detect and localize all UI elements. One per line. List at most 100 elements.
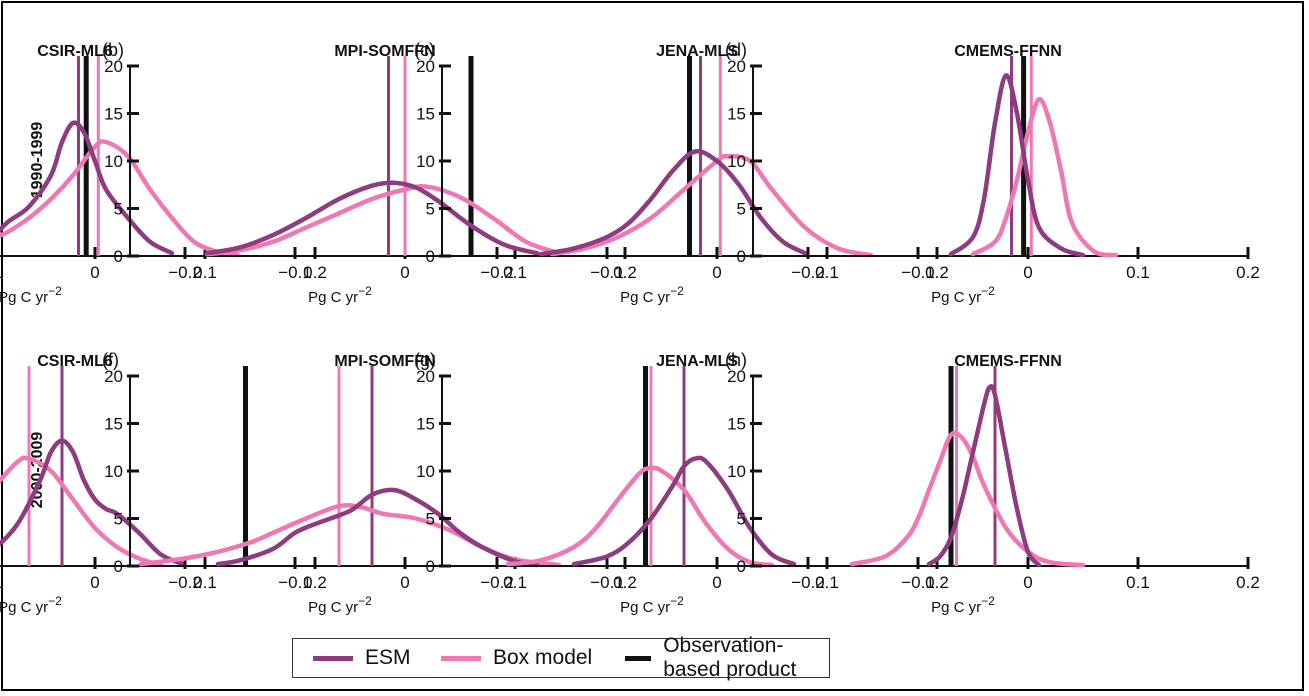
panel-c-xtick-label-2: 0 [712, 263, 721, 282]
panel-h-xtick-label-3: 0.1 [1126, 573, 1150, 592]
panel-g-xtick-label-3: 0.1 [815, 573, 839, 592]
panel-c-xtick-label-3: 0.1 [815, 263, 839, 282]
panel-f-xtick-label-0: −0.2 [168, 573, 202, 592]
panel-h-xtick-label-2: 0 [1023, 573, 1032, 592]
panel-c-curve-box-model [549, 154, 874, 258]
panel-h-curve-box-model [849, 430, 1086, 568]
legend-swatch-box-model [441, 655, 481, 661]
panel-b-title: MPI-SOMFFN [334, 43, 435, 60]
panel-b-xlabel: Pg C yr−2 [308, 284, 372, 306]
panel-b-label: (b) [102, 40, 124, 60]
panel-d-ytick-label-3: 15 [727, 105, 746, 124]
panel-b-ytick-label-1: 5 [114, 200, 123, 219]
panel-b-xtick-label-1: −0.1 [278, 263, 312, 282]
panel-g-ytick-label-2: 10 [416, 462, 435, 481]
panel-f-ytick-label-4: 20 [104, 367, 123, 386]
panel-d-xlabel: Pg C yr−2 [931, 284, 995, 306]
panel-b-ytick-label-4: 20 [104, 57, 123, 76]
panel-c-xlabel: Pg C yr−2 [620, 284, 684, 306]
panel-g-curve-esm [571, 455, 797, 567]
legend-item-esm: ESM [313, 639, 411, 677]
panel-c-ytick-label-1: 5 [426, 200, 435, 219]
panel-b-ytick-label-0: 0 [114, 247, 123, 266]
panel-h-ytick-label-3: 15 [727, 415, 746, 434]
panel-g-ytick-label-3: 15 [416, 415, 435, 434]
panel-e-curve-box-model [0, 455, 164, 568]
panel-h-ytick-label-0: 0 [737, 557, 746, 576]
panel-e-title: CSIR-ML6 [37, 353, 113, 370]
legend-swatch-esm [313, 655, 353, 661]
panel-h-ytick-label-2: 10 [727, 462, 746, 481]
panel-c-ytick-label-4: 20 [416, 57, 435, 76]
panel-e-xtick-label-4: 0.2 [303, 573, 327, 592]
panel-c-xtick-label-1: −0.1 [590, 263, 624, 282]
panel-h-xtick-label-4: 0.2 [1236, 573, 1260, 592]
panel-g-label: (g) [414, 350, 436, 370]
panel-b-xtick-label-0: −0.2 [168, 263, 202, 282]
panel-f-xtick-label-2: 0 [400, 573, 409, 592]
panel-f-ytick-label-3: 15 [104, 415, 123, 434]
panel-b-xtick-label-3: 0.1 [503, 263, 527, 282]
panel-e-xtick-label-1: −0.1 [0, 573, 2, 592]
row-label-1: 2000-2009 [29, 432, 46, 509]
panel-b-xtick-label-4: 0.2 [613, 263, 637, 282]
panel-h-xtick-label-1: −0.1 [901, 573, 935, 592]
legend-item-observation: Observation-based product [625, 634, 829, 681]
panel-c-ytick-label-0: 0 [426, 247, 435, 266]
panel-f-xtick-label-3: 0.1 [503, 573, 527, 592]
panel-d-ytick-label-0: 0 [737, 247, 746, 266]
panel-d-xtick-label-1: −0.1 [901, 263, 935, 282]
panel-f-title: MPI-SOMFFN [334, 353, 435, 370]
panel-c-xtick-label-4: 0.2 [925, 263, 949, 282]
panel-g-xtick-label-0: −0.2 [480, 573, 514, 592]
panel-a-curve-esm [0, 120, 175, 256]
legend: ESM Box model Observation-based product [292, 634, 830, 681]
panel-f-xlabel: Pg C yr−2 [308, 594, 372, 616]
panel-c-ytick-label-2: 10 [416, 152, 435, 171]
panel-h-xtick-label-0: −0.2 [791, 573, 825, 592]
panel-e-xtick-label-2: 0 [90, 573, 99, 592]
panel-g-title: JENA-MLS [656, 353, 738, 370]
row-label-0: 1990-1999 [29, 122, 46, 199]
panel-h-ytick-label-4: 20 [727, 367, 746, 386]
panel-b-curve-box-model [204, 184, 562, 257]
panel-f-xtick-label-4: 0.2 [613, 573, 637, 592]
panel-e-curve-esm [0, 438, 186, 567]
panel-d-xtick-label-4: 0.2 [1236, 263, 1260, 282]
panel-b-ytick-label-2: 10 [104, 152, 123, 171]
panel-d-xtick-label-3: 0.1 [1126, 263, 1150, 282]
panel-g-xtick-label-4: 0.2 [925, 573, 949, 592]
panel-h-curve-esm [926, 384, 1042, 568]
panel-f-ytick-label-0: 0 [114, 557, 123, 576]
panel-g-xlabel: Pg C yr−2 [620, 594, 684, 616]
panel-g-ytick-label-1: 5 [426, 510, 435, 529]
panel-d-ytick-label-4: 20 [727, 57, 746, 76]
panel-a-xtick-label-1: −0.1 [0, 263, 2, 282]
panel-f-curve-esm [215, 487, 540, 568]
panel-e-xtick-label-3: 0.1 [193, 573, 217, 592]
panel-a-xlabel: Pg C yr−2 [0, 284, 62, 306]
panel-b-ytick-label-3: 15 [104, 105, 123, 124]
panel-h-title: CMEMS-FFNN [954, 353, 1062, 370]
legend-swatch-observation [625, 655, 652, 661]
panel-d-ytick-label-1: 5 [737, 200, 746, 219]
panel-c-label: (c) [414, 40, 435, 60]
panel-a-xtick-label-4: 0.2 [303, 263, 327, 282]
panel-h-xlabel: Pg C yr−2 [931, 594, 995, 616]
panel-d-xtick-label-2: 0 [1023, 263, 1032, 282]
panel-h-ytick-label-1: 5 [737, 510, 746, 529]
panel-d-curve-box-model [970, 97, 1119, 258]
panel-b-xtick-label-2: 0 [400, 263, 409, 282]
panel-g-xtick-label-1: −0.1 [590, 573, 624, 592]
panel-f-xtick-label-1: −0.1 [278, 573, 312, 592]
panel-d-ytick-label-2: 10 [727, 152, 746, 171]
panel-d-label: (d) [725, 40, 747, 60]
panel-g-xtick-label-2: 0 [712, 573, 721, 592]
panel-b-curve-esm [204, 180, 540, 256]
panel-a-title: CSIR-ML6 [37, 43, 113, 60]
panel-e-xlabel: Pg C yr−2 [0, 594, 62, 616]
panel-g-ytick-label-4: 20 [416, 367, 435, 386]
